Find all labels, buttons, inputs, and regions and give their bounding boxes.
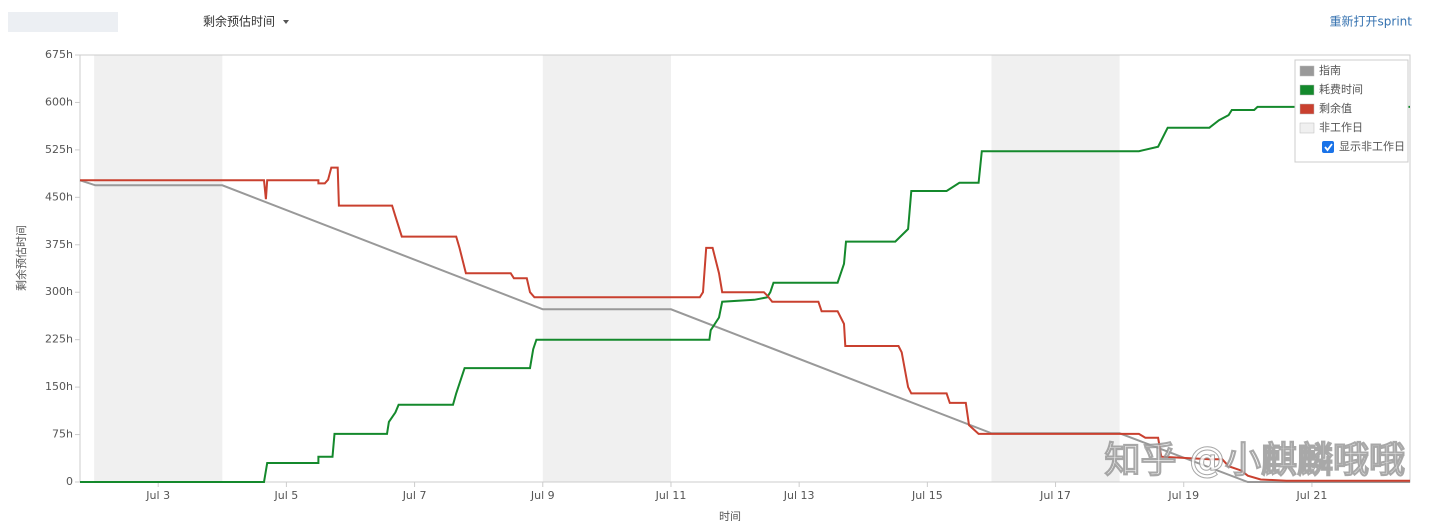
y-tick-label: 525h: [45, 143, 73, 156]
legend-swatch: [1299, 65, 1315, 77]
x-tick-label: Jul 17: [1039, 489, 1071, 502]
legend-label: 非工作日: [1319, 121, 1363, 134]
nonworking-band: [991, 55, 1120, 482]
legend-label: 耗费时间: [1319, 83, 1363, 96]
y-tick-label: 75h: [52, 428, 73, 441]
x-tick-label: Jul 13: [783, 489, 815, 502]
x-tick-label: Jul 21: [1296, 489, 1328, 502]
y-axis-label: 剩余预估时间: [14, 225, 28, 291]
x-tick-label: Jul 9: [530, 489, 555, 502]
nonworking-band: [542, 55, 671, 482]
y-tick-label: 450h: [45, 190, 73, 203]
nonworking-checkbox[interactable]: [1322, 141, 1334, 153]
dropdown[interactable]: 剩余预估时间: [203, 14, 275, 29]
y-tick-label: 225h: [45, 333, 73, 346]
x-tick-label: Jul 5: [273, 489, 298, 502]
x-tick-label: Jul 19: [1167, 489, 1199, 502]
y-tick-label: 150h: [45, 380, 73, 393]
y-tick-label: 375h: [45, 238, 73, 251]
x-tick-label: Jul 11: [655, 489, 687, 502]
checkbox-check[interactable]: [1324, 143, 1333, 152]
y-tick-label: 600h: [45, 95, 73, 108]
legend-swatch: [1299, 103, 1315, 115]
x-tick-label: Jul 3: [145, 489, 170, 502]
x-tick-label: Jul 7: [402, 489, 427, 502]
series-line: [80, 166, 1410, 482]
legend-label: 剩余值: [1319, 101, 1352, 115]
legend-swatch: [1299, 84, 1315, 96]
reopen-link[interactable]: 重新打开sprint: [1330, 14, 1413, 29]
y-tick-label: 675h: [45, 48, 73, 61]
watermark: 知乎 @小麒麟哦哦: [1104, 440, 1405, 481]
x-axis-label: 时间: [719, 510, 741, 521]
checkbox-label: 显示非工作日: [1339, 140, 1405, 153]
legend-label: 指南: [1319, 63, 1341, 77]
dropdown-caret[interactable]: [283, 20, 289, 24]
y-tick-label: 0: [66, 475, 73, 488]
nonworking-band: [94, 55, 223, 482]
legend-swatch: [1299, 122, 1315, 134]
series-line: [80, 105, 1410, 483]
blurred-title: [8, 12, 118, 32]
x-tick-label: Jul 15: [911, 489, 943, 502]
series-line: [79, 179, 1410, 483]
y-tick-label: 300h: [45, 285, 73, 298]
plot-frame: [79, 54, 1411, 483]
